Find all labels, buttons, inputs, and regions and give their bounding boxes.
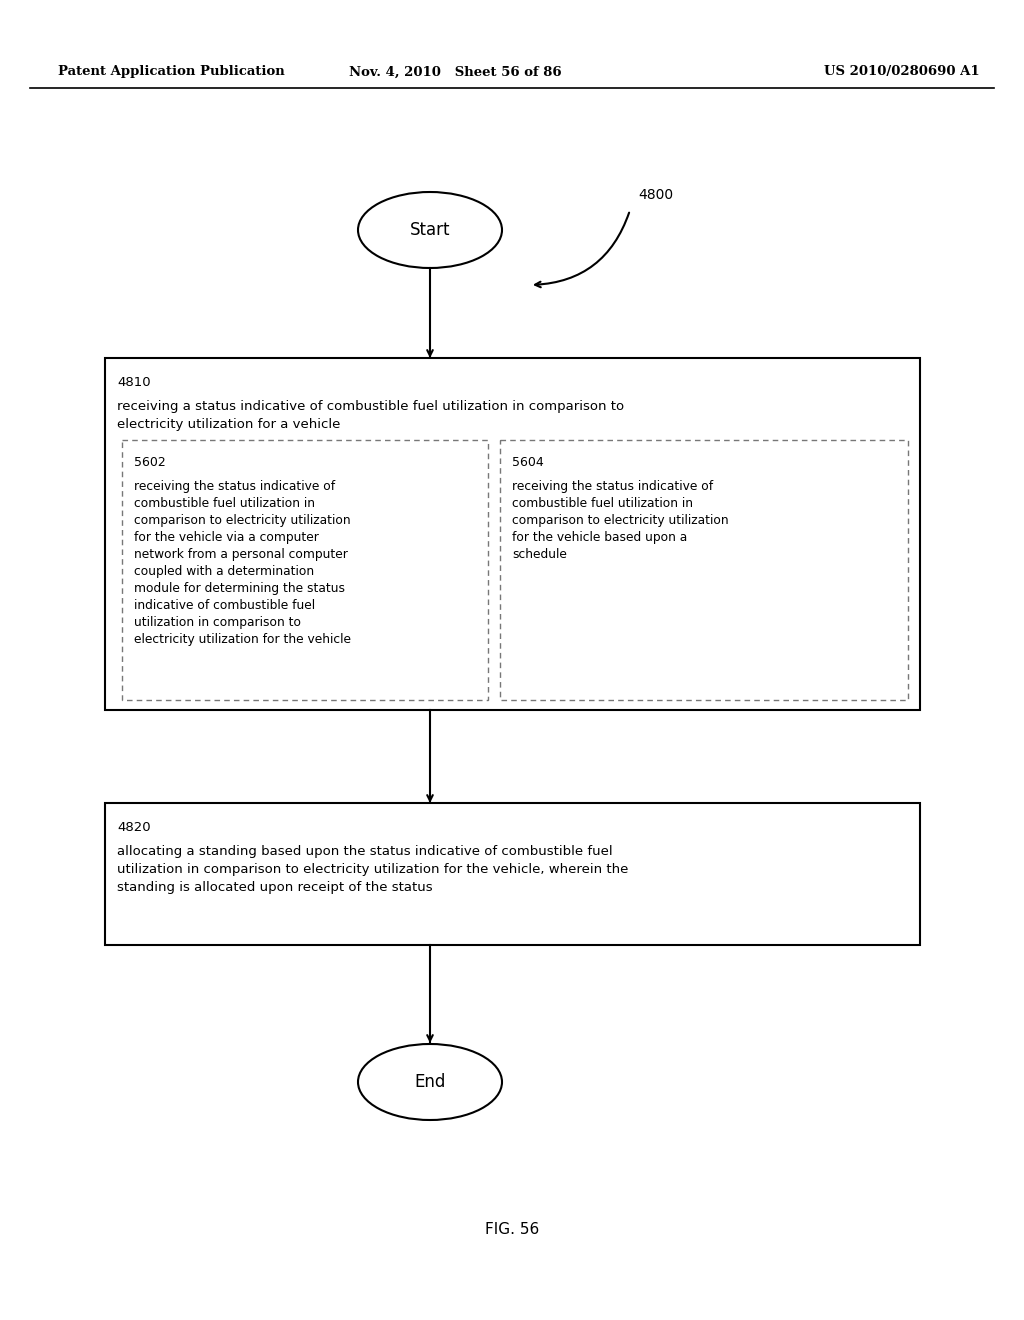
Text: allocating a standing based upon the status indicative of combustible fuel
utili: allocating a standing based upon the sta…: [117, 845, 629, 894]
Bar: [500, 440, 908, 700]
Text: FIG. 56: FIG. 56: [485, 1222, 539, 1238]
Text: End: End: [415, 1073, 445, 1092]
Ellipse shape: [358, 1044, 502, 1119]
Text: Patent Application Publication: Patent Application Publication: [58, 66, 285, 78]
Text: 5602: 5602: [134, 455, 166, 469]
Text: receiving the status indicative of
combustible fuel utilization in
comparison to: receiving the status indicative of combu…: [512, 480, 729, 561]
Text: Nov. 4, 2010   Sheet 56 of 86: Nov. 4, 2010 Sheet 56 of 86: [349, 66, 561, 78]
Text: Start: Start: [410, 220, 451, 239]
Text: 4810: 4810: [117, 376, 151, 389]
Bar: [105, 358, 920, 710]
Text: US 2010/0280690 A1: US 2010/0280690 A1: [824, 66, 980, 78]
Text: receiving the status indicative of
combustible fuel utilization in
comparison to: receiving the status indicative of combu…: [134, 480, 351, 645]
Text: 4800: 4800: [638, 187, 673, 202]
Ellipse shape: [358, 191, 502, 268]
Bar: [122, 440, 488, 700]
Text: 4820: 4820: [117, 821, 151, 834]
Text: 5604: 5604: [512, 455, 544, 469]
Bar: [105, 803, 920, 945]
Text: receiving a status indicative of combustible fuel utilization in comparison to
e: receiving a status indicative of combust…: [117, 400, 624, 432]
